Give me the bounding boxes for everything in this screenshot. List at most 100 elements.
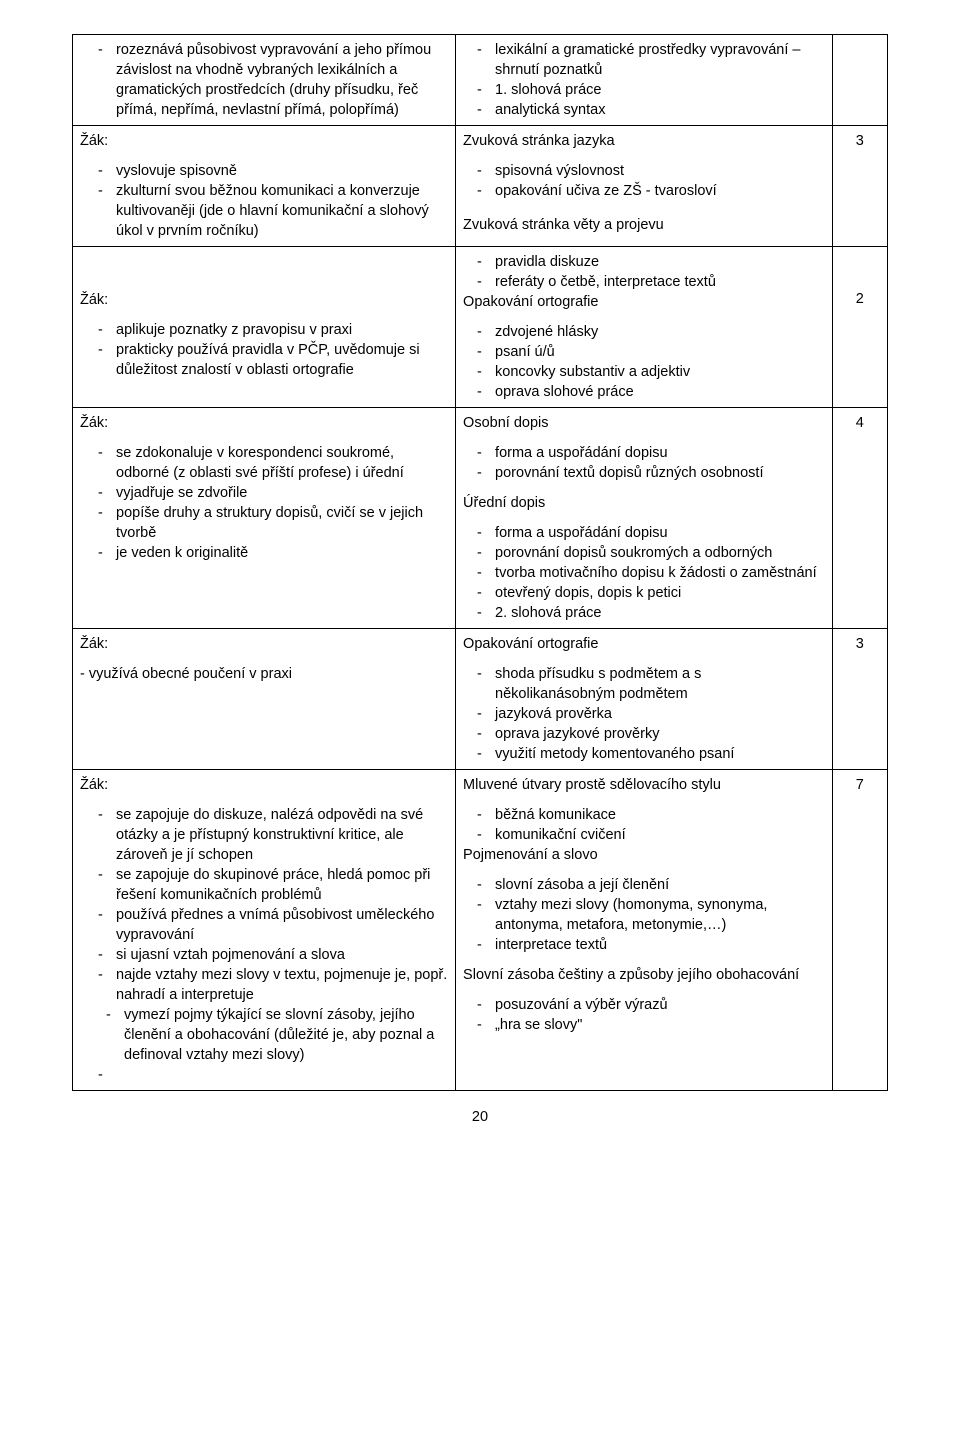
cell-hours: 3 (832, 126, 887, 247)
list-item: popíše druhy a struktury dopisů, cvičí s… (80, 503, 448, 543)
curriculum-table: rozeznává působivost vypravování a jeho … (72, 34, 888, 1091)
list-item: „hra se slovy" (463, 1015, 825, 1035)
list-item: jazyková prověrka (463, 704, 825, 724)
list-item: se zdokonaluje v korespondenci soukromé,… (80, 443, 448, 483)
topic-heading: Zvuková stránka jazyka (463, 131, 825, 151)
list-item: tvorba motivačního dopisu k žádosti o za… (463, 563, 825, 583)
bullet-list: posuzování a výběr výrazů „hra se slovy" (463, 995, 825, 1035)
topic-heading: Osobní dopis (463, 413, 825, 433)
table-row: Žák: - využívá obecné poučení v praxi Op… (73, 629, 888, 770)
student-label: Žák: (80, 413, 448, 433)
list-item: interpretace textů (463, 935, 825, 955)
bullet-list: shoda přísudku s podmětem a s několikaná… (463, 664, 825, 764)
list-item: spisovná výslovnost (463, 161, 825, 181)
table-row: Žák: aplikuje poznatky z pravopisu v pra… (73, 247, 888, 408)
list-item: vztahy mezi slovy (homonyma, synonyma, a… (463, 895, 825, 935)
list-item: slovní zásoba a její členění (463, 875, 825, 895)
page: rozeznává působivost vypravování a jeho … (0, 0, 960, 1147)
list-item: pravidla diskuze (463, 252, 825, 272)
list-item: prakticky používá pravidla v PČP, uvědom… (80, 340, 448, 380)
bullet-list: aplikuje poznatky z pravopisu v praxi pr… (80, 320, 448, 380)
bullet-list: spisovná výslovnost opakování učiva ze Z… (463, 161, 825, 201)
list-item: porovnání dopisů soukromých a odborných (463, 543, 825, 563)
topic-heading: Zvuková stránka věty a projevu (463, 215, 825, 235)
cell-hours: 3 (832, 629, 887, 770)
cell-left: Žák: - využívá obecné poučení v praxi (73, 629, 456, 770)
list-item: vyjadřuje se zdvořile (80, 483, 448, 503)
left-paragraph: - využívá obecné poučení v praxi (80, 664, 448, 684)
table-row: Žák: se zapojuje do diskuze, nalézá odpo… (73, 770, 888, 1091)
student-label: Žák: (80, 131, 448, 151)
cell-hours: 7 (832, 770, 887, 1091)
cell-right: lexikální a gramatické prostředky vyprav… (456, 35, 833, 126)
list-item: porovnání textů dopisů různých osobností (463, 463, 825, 483)
bullet-list: rozeznává působivost vypravování a jeho … (80, 40, 448, 120)
bullet-list: pravidla diskuze referáty o četbě, inter… (463, 252, 825, 292)
page-number: 20 (72, 1107, 888, 1127)
cell-left: Žák: se zdokonaluje v korespondenci souk… (73, 408, 456, 629)
list-item: 1. slohová práce (463, 80, 825, 100)
cell-left: rozeznává působivost vypravování a jeho … (73, 35, 456, 126)
cell-left: Žák: se zapojuje do diskuze, nalézá odpo… (73, 770, 456, 1091)
list-item: je veden k originalitě (80, 543, 448, 563)
list-item: posuzování a výběr výrazů (463, 995, 825, 1015)
cell-right: Opakování ortografie shoda přísudku s po… (456, 629, 833, 770)
list-item: analytická syntax (463, 100, 825, 120)
list-item: si ujasní vztah pojmenování a slova (80, 945, 448, 965)
list-item: zdvojené hlásky (463, 322, 825, 342)
list-item: rozeznává působivost vypravování a jeho … (80, 40, 448, 120)
table-row: rozeznává působivost vypravování a jeho … (73, 35, 888, 126)
bullet-list: lexikální a gramatické prostředky vyprav… (463, 40, 825, 120)
topic-heading: Opakování ortografie (463, 292, 825, 312)
list-item: běžná komunikace (463, 805, 825, 825)
topic-heading: Úřední dopis (463, 493, 825, 513)
list-item: se zapojuje do skupinové práce, hledá po… (80, 865, 448, 905)
cell-right: Mluvené útvary prostě sdělovacího stylu … (456, 770, 833, 1091)
cell-right: pravidla diskuze referáty o četbě, inter… (456, 247, 833, 408)
bullet-list: forma a uspořádání dopisu porovnání text… (463, 443, 825, 483)
bullet-list: zdvojené hlásky psaní ú/ů koncovky subst… (463, 322, 825, 402)
bullet-list: se zdokonaluje v korespondenci soukromé,… (80, 443, 448, 563)
list-item: vymezí pojmy týkající se slovní zásoby, … (80, 1005, 448, 1065)
list-item: forma a uspořádání dopisu (463, 443, 825, 463)
list-item: se zapojuje do diskuze, nalézá odpovědi … (80, 805, 448, 865)
list-item: vyslovuje spisovně (80, 161, 448, 181)
list-item: aplikuje poznatky z pravopisu v praxi (80, 320, 448, 340)
list-item: koncovky substantiv a adjektiv (463, 362, 825, 382)
bullet-list: vyslovuje spisovně zkulturní svou běžnou… (80, 161, 448, 241)
list-item: oprava jazykové prověrky (463, 724, 825, 744)
cell-hours: 4 (832, 408, 887, 629)
list-item: forma a uspořádání dopisu (463, 523, 825, 543)
list-item: opakování učiva ze ZŠ - tvarosloví (463, 181, 825, 201)
bullet-list: slovní zásoba a její členění vztahy mezi… (463, 875, 825, 955)
list-item: používá přednes a vnímá působivost uměle… (80, 905, 448, 945)
list-item: zkulturní svou běžnou komunikaci a konve… (80, 181, 448, 241)
bullet-list: forma a uspořádání dopisu porovnání dopi… (463, 523, 825, 623)
list-item: najde vztahy mezi slovy v textu, pojmenu… (80, 965, 448, 1005)
bullet-list: běžná komunikace komunikační cvičení (463, 805, 825, 845)
list-item: 2. slohová práce (463, 603, 825, 623)
list-item: komunikační cvičení (463, 825, 825, 845)
list-item: psaní ú/ů (463, 342, 825, 362)
cell-left: Žák: aplikuje poznatky z pravopisu v pra… (73, 247, 456, 408)
trailing-dash: - (80, 1065, 448, 1085)
list-item: referáty o četbě, interpretace textů (463, 272, 825, 292)
list-item: oprava slohové práce (463, 382, 825, 402)
table-row: Žák: vyslovuje spisovně zkulturní svou b… (73, 126, 888, 247)
table-row: Žák: se zdokonaluje v korespondenci souk… (73, 408, 888, 629)
cell-right: Osobní dopis forma a uspořádání dopisu p… (456, 408, 833, 629)
nested-bullet-list: vymezí pojmy týkající se slovní zásoby, … (80, 1005, 448, 1065)
topic-heading: Pojmenování a slovo (463, 845, 825, 865)
cell-left: Žák: vyslovuje spisovně zkulturní svou b… (73, 126, 456, 247)
topic-heading: Slovní zásoba češtiny a způsoby jejího o… (463, 965, 825, 985)
student-label: Žák: (80, 290, 448, 310)
cell-hours: 2 (832, 247, 887, 408)
list-item: využití metody komentovaného psaní (463, 744, 825, 764)
topic-heading: Opakování ortografie (463, 634, 825, 654)
bullet-list: se zapojuje do diskuze, nalézá odpovědi … (80, 805, 448, 1005)
cell-hours (832, 35, 887, 126)
cell-right: Zvuková stránka jazyka spisovná výslovno… (456, 126, 833, 247)
list-item: lexikální a gramatické prostředky vyprav… (463, 40, 825, 80)
student-label: Žák: (80, 775, 448, 795)
student-label: Žák: (80, 634, 448, 654)
